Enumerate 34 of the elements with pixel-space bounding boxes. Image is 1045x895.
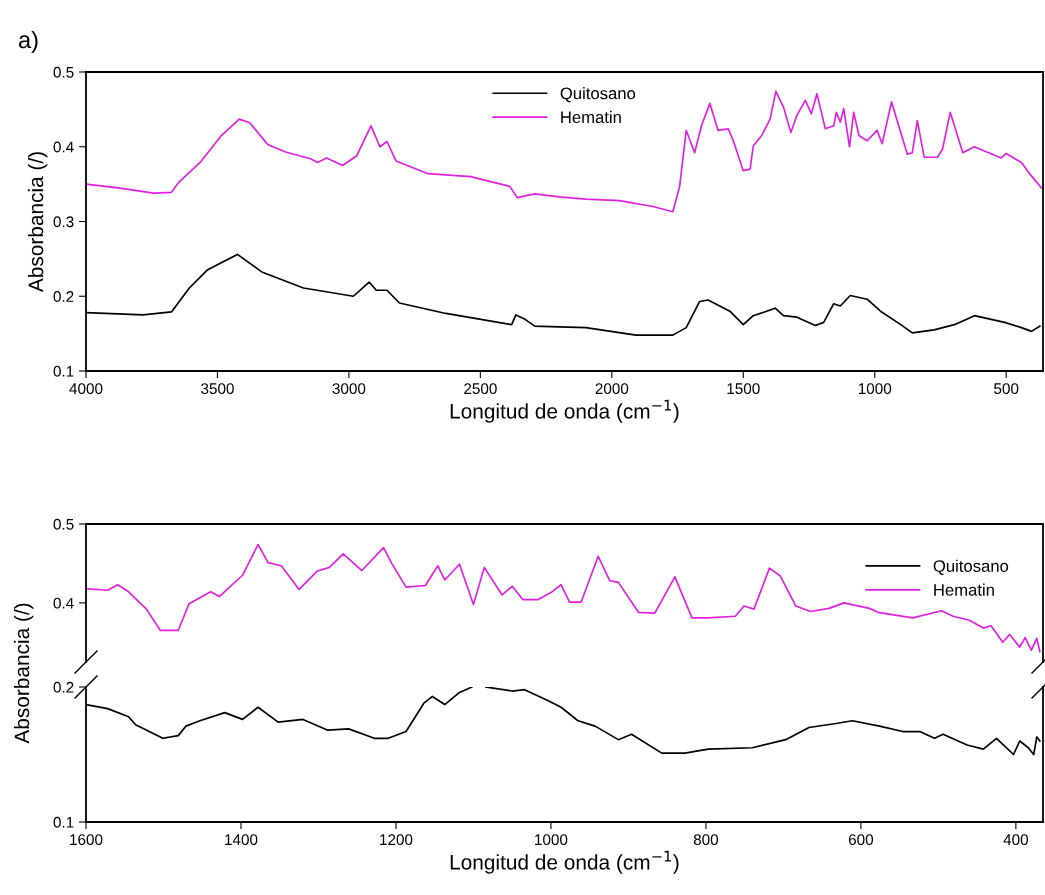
- y-axis-title: Absorbancia (/): [13, 603, 34, 744]
- y-tick-label: 0.2: [53, 291, 74, 302]
- x-tick-label: 3500: [201, 383, 234, 395]
- y-tick-label: 0.4: [53, 141, 74, 153]
- text: a): [19, 30, 38, 53]
- y-tick-label: 0.1: [53, 365, 74, 377]
- y-tick-label: 0.1: [53, 816, 74, 828]
- line-series: [86, 543, 1041, 653]
- x-tick-label: 600: [848, 834, 874, 846]
- x-tick-label: 2000: [595, 383, 629, 395]
- x-tick-label: 1000: [535, 834, 568, 846]
- y-axis-title: Absorbancia (/): [27, 152, 48, 293]
- x-axis-title: Longitud de onda (cm$^{−1}$): [450, 399, 679, 423]
- y-tick-label: 0.5: [53, 66, 74, 78]
- legend-label: Quitosano: [560, 87, 636, 103]
- y-tick-label: 0.2: [53, 681, 74, 693]
- y-tick-label: 0.4: [53, 597, 74, 609]
- x-tick-label: 400: [1003, 834, 1029, 846]
- y-tick-label: 0.5: [53, 518, 74, 530]
- x-tick-label: 1000: [858, 383, 892, 395]
- x-tick-label: 2500: [464, 383, 497, 395]
- x-tick-label: 1400: [225, 834, 258, 846]
- x-tick-label: 3000: [332, 383, 366, 395]
- y-tick-label: 0.3: [53, 216, 74, 228]
- x-tick-label: 500: [994, 383, 1019, 395]
- legend-label: Hematin: [934, 583, 994, 596]
- x-axis-title: Longitud de onda (cm$^{−1}$): [450, 850, 679, 874]
- legend-label: Hematin: [561, 110, 621, 124]
- x-tick-label: 1200: [380, 834, 413, 846]
- x-tick-label: 800: [693, 834, 719, 846]
- x-tick-label: 4000: [69, 383, 103, 395]
- legend-label: Quitosano: [933, 559, 1009, 575]
- x-tick-label: 1500: [727, 383, 760, 395]
- x-tick-label: 1600: [70, 834, 103, 846]
